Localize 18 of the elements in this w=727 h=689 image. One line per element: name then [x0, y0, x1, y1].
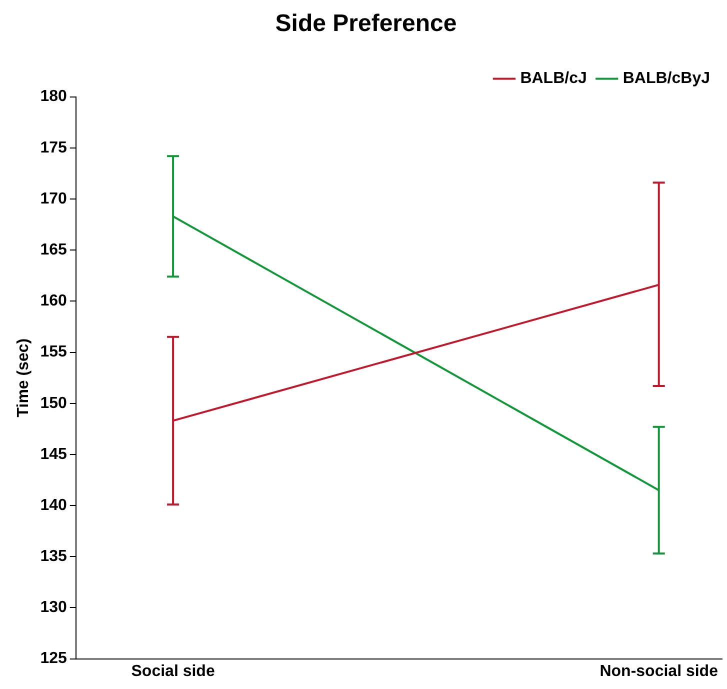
y-tick-label: 125 — [40, 650, 67, 668]
y-tick-label: 160 — [40, 292, 67, 310]
legend-label: BALB/cByJ — [622, 70, 710, 88]
y-tick-label: 130 — [40, 599, 67, 616]
y-tick-label: 155 — [40, 344, 67, 361]
y-tick-label: 140 — [40, 496, 67, 514]
legend-label: BALB/cJ — [520, 70, 587, 88]
y-tick-label: 145 — [40, 446, 67, 463]
y-tick-label: 135 — [40, 548, 67, 566]
y-tick-label: 165 — [40, 241, 67, 258]
y-tick-label: 180 — [40, 88, 67, 106]
x-tick-label: Non-social side — [600, 662, 718, 680]
x-tick-label: Social side — [131, 662, 215, 680]
chart-title: Side Preference — [275, 10, 457, 38]
y-axis-title: Time (sec) — [15, 338, 32, 418]
y-tick-label: 150 — [40, 394, 67, 412]
y-tick-label: 170 — [40, 190, 67, 208]
y-tick-label: 175 — [40, 139, 67, 156]
